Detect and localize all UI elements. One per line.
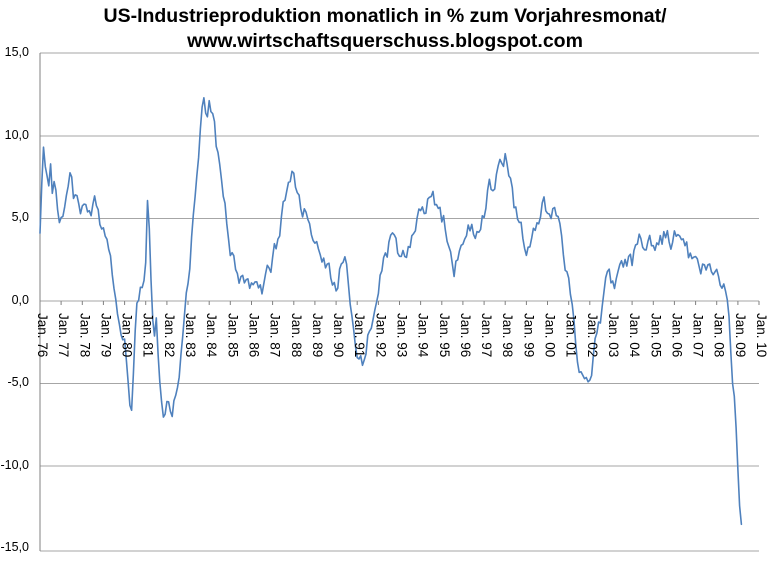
svg-text:Jan. 98: Jan. 98: [500, 313, 515, 357]
svg-text:Jan. 80: Jan. 80: [120, 313, 135, 357]
svg-text:Jan. 89: Jan. 89: [310, 313, 325, 357]
svg-text:Jan. 04: Jan. 04: [627, 313, 642, 358]
svg-text:Jan. 10: Jan. 10: [754, 313, 769, 357]
svg-text:Jan. 03: Jan. 03: [606, 313, 621, 357]
svg-text:Jan. 99: Jan. 99: [521, 313, 536, 357]
svg-text:Jan. 09: Jan. 09: [733, 313, 748, 357]
svg-text:Jan. 97: Jan. 97: [479, 313, 494, 357]
svg-text:Jan. 02: Jan. 02: [585, 313, 600, 357]
svg-text:Jan. 83: Jan. 83: [183, 313, 198, 357]
svg-text:Jan. 06: Jan. 06: [669, 313, 684, 357]
svg-text:Jan. 88: Jan. 88: [289, 313, 304, 357]
svg-text:Jan. 76: Jan. 76: [35, 313, 50, 357]
svg-text:Jan. 78: Jan. 78: [77, 313, 92, 357]
svg-text:Jan. 07: Jan. 07: [691, 313, 706, 357]
svg-text:Jan. 77: Jan. 77: [56, 313, 71, 357]
svg-text:Jan. 92: Jan. 92: [373, 313, 388, 357]
svg-text:Jan. 91: Jan. 91: [352, 313, 367, 357]
svg-text:Jan. 96: Jan. 96: [458, 313, 473, 357]
svg-text:Jan. 08: Jan. 08: [712, 313, 727, 357]
svg-text:Jan. 93: Jan. 93: [395, 313, 410, 357]
svg-text:Jan. 05: Jan. 05: [648, 313, 663, 357]
svg-text:Jan. 82: Jan. 82: [162, 313, 177, 357]
svg-text:Jan. 94: Jan. 94: [416, 313, 431, 358]
svg-text:Jan. 01: Jan. 01: [564, 313, 579, 357]
svg-text:Jan. 87: Jan. 87: [268, 313, 283, 357]
svg-text:Jan. 84: Jan. 84: [204, 313, 219, 358]
svg-text:Jan. 86: Jan. 86: [247, 313, 262, 357]
svg-text:Jan. 95: Jan. 95: [437, 313, 452, 357]
svg-text:Jan. 90: Jan. 90: [331, 313, 346, 357]
svg-text:Jan. 85: Jan. 85: [225, 313, 240, 357]
svg-text:Jan. 00: Jan. 00: [543, 313, 558, 357]
svg-text:Jan. 81: Jan. 81: [141, 313, 156, 357]
svg-text:Jan. 79: Jan. 79: [98, 313, 113, 357]
